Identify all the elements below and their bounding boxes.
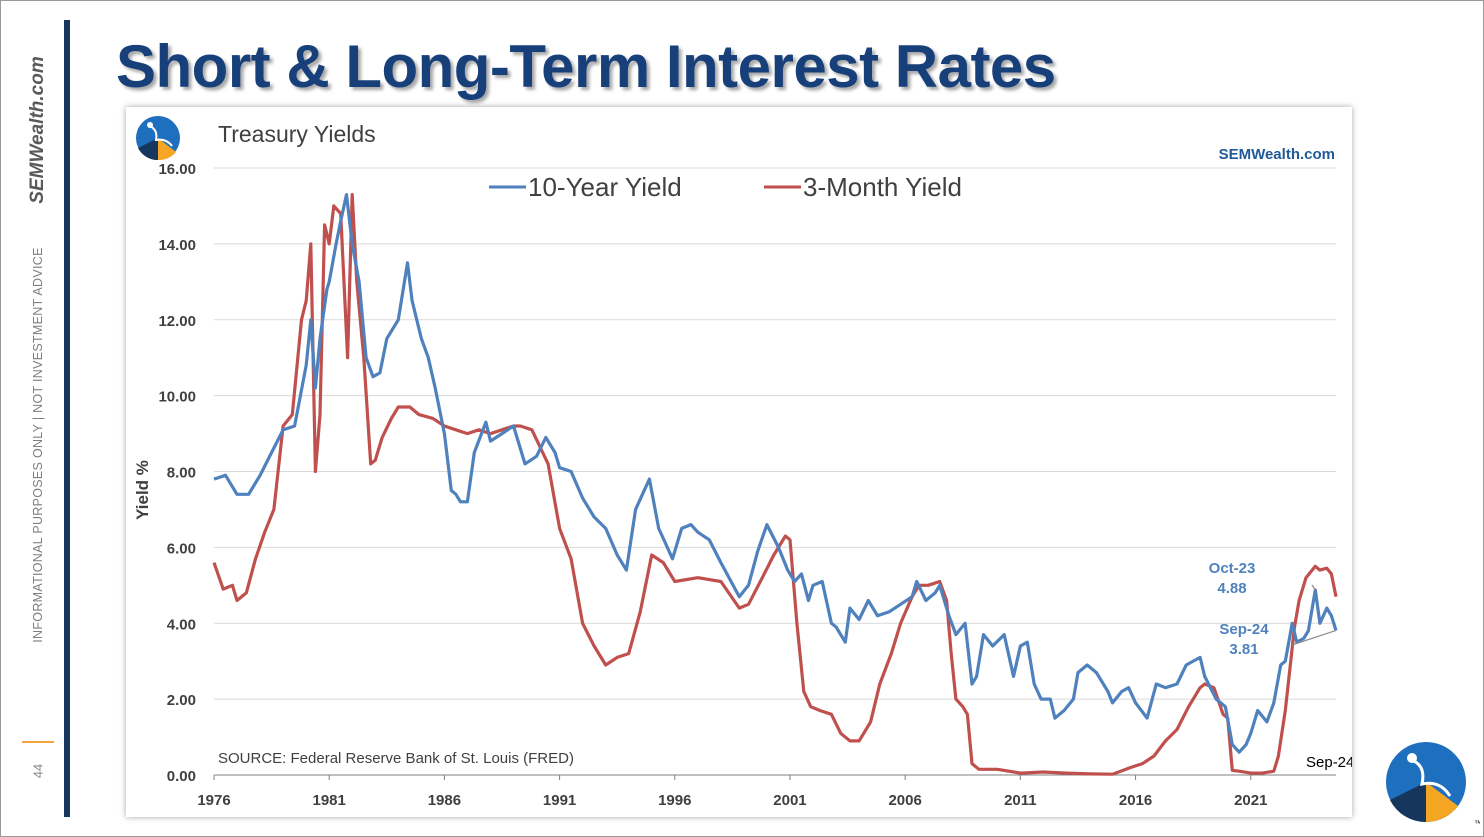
x-tick-label: 1991 — [543, 792, 576, 809]
chart-watermark: SEMWealth.com — [1219, 146, 1335, 163]
title-accent-bar — [64, 20, 70, 817]
y-tick-label: 2.00 — [167, 692, 196, 709]
x-tick-label: 2001 — [773, 792, 806, 809]
svg-text:™: ™ — [1474, 819, 1480, 828]
gridlines — [214, 167, 1336, 700]
series-line-10y — [213, 193, 1338, 754]
slide-title: Short & Long-Term Interest Rates — [116, 33, 1056, 100]
chart-panel: 0.00 2.00 4.00 6.00 8.00 10.00 12.00 14.00 16.00… — [126, 107, 1352, 817]
series-lines — [212, 193, 1338, 776]
x-tick-label: 2006 — [888, 792, 921, 809]
axes: 0.00 2.00 4.00 6.00 8.00 10.00 12.00 14.00 16.00… — [158, 161, 1336, 809]
x-tick-label: 2016 — [1119, 792, 1152, 809]
date-stamp: Sep-24 — [1306, 754, 1352, 771]
annotation-leader — [1311, 584, 1316, 591]
page-number: 44 — [30, 763, 46, 779]
annotation-date: Oct-23 — [1209, 560, 1256, 577]
page-number-rule — [22, 741, 54, 743]
x-tick-label: 1981 — [313, 792, 346, 809]
y-tick-label: 14.00 — [158, 237, 196, 254]
x-tick-label: 2021 — [1234, 792, 1267, 809]
x-tick-label: 2011 — [1004, 792, 1037, 809]
legend-label-3m: 3-Month Yield — [803, 172, 962, 202]
y-tick-label: 16.00 — [158, 161, 196, 178]
y-tick-label: 10.00 — [158, 389, 196, 406]
series-line-3m — [212, 193, 1338, 776]
annotation-date: Sep-24 — [1219, 621, 1269, 638]
y-tick-label: 4.00 — [167, 616, 196, 633]
y-tick-label: 6.00 — [167, 540, 196, 557]
disclaimer-text: INFORMATIONAL PURPOSES ONLY | NOT INVEST… — [31, 247, 45, 643]
y-tick-label: 8.00 — [167, 465, 196, 482]
x-tick-label: 1986 — [428, 792, 461, 809]
y-tick-label: 0.00 — [167, 768, 196, 785]
annotation-leader — [1291, 629, 1337, 646]
y-tick-label: 12.00 — [158, 313, 196, 330]
x-tick-label: 1976 — [197, 792, 230, 809]
semwealth-logo-icon — [136, 116, 180, 161]
annotation-value: 4.88 — [1217, 580, 1246, 597]
x-tick-label: 1996 — [658, 792, 691, 809]
y-axis-label: Yield % — [133, 460, 152, 520]
annotations: Oct-23 4.88 Sep-24 3.81 — [1209, 560, 1337, 658]
chart-title: Treasury Yields — [218, 121, 376, 147]
source-note: SOURCE: Federal Reserve Bank of St. Loui… — [218, 750, 574, 767]
annotation-value: 3.81 — [1229, 641, 1258, 658]
legend: 10-Year Yield 3-Month Yield — [489, 172, 962, 202]
side-brand-text: SEMWealth.com — [27, 56, 48, 204]
treasury-yields-chart: 0.00 2.00 4.00 6.00 8.00 10.00 12.00 14.00 16.00… — [133, 121, 1352, 809]
legend-label-10y: 10-Year Yield — [528, 172, 682, 202]
semwealth-logo-large-icon: ™ — [1386, 742, 1480, 828]
